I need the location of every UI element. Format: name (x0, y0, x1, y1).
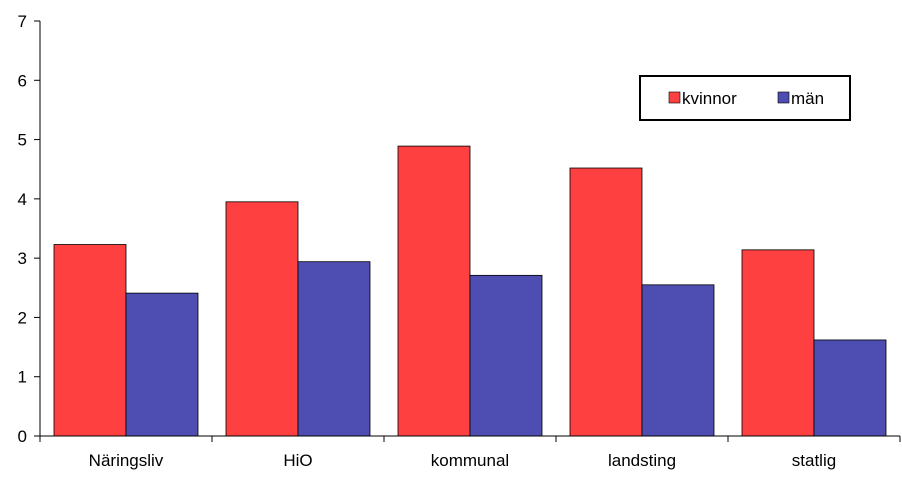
bars-group (53, 145, 887, 437)
y-tick-label: 7 (18, 12, 27, 31)
legend-label-kvinnor: kvinnor (682, 89, 737, 108)
legend-label-man: män (791, 89, 824, 108)
y-tick-label: 4 (18, 190, 27, 209)
y-axis-ticks: 0 1 2 3 4 5 6 7 (18, 12, 40, 446)
x-tick-label: HiO (283, 451, 312, 470)
bar-kvinnor-naringsliv (53, 244, 127, 437)
y-tick-label: 2 (18, 308, 27, 327)
legend-swatch-man (777, 91, 790, 104)
bar-man-kommunal (469, 274, 543, 437)
x-tick-label: statlig (792, 451, 836, 470)
y-tick-label: 3 (18, 249, 27, 268)
bar-man-landsting (641, 284, 715, 437)
x-tick-label: landsting (608, 451, 676, 470)
y-tick-label: 5 (18, 131, 27, 150)
x-tick-label: kommunal (431, 451, 509, 470)
x-axis-labels: Näringsliv HiO kommunal landsting statlig (39, 436, 901, 470)
bar-man-hio (297, 261, 371, 437)
bar-kvinnor-statlig (741, 249, 815, 437)
bar-kvinnor-landsting (569, 167, 643, 437)
y-tick-label: 1 (18, 368, 27, 387)
bar-kvinnor-kommunal (397, 145, 471, 437)
y-tick-label: 0 (18, 427, 27, 446)
bar-man-statlig (813, 339, 887, 437)
bar-kvinnor-hio (225, 201, 299, 437)
x-tick-label: Näringsliv (89, 451, 164, 470)
legend: kvinnor män (639, 75, 851, 121)
bar-man-naringsliv (125, 292, 199, 437)
y-tick-label: 6 (18, 71, 27, 90)
legend-swatch-kvinnor (668, 91, 681, 104)
